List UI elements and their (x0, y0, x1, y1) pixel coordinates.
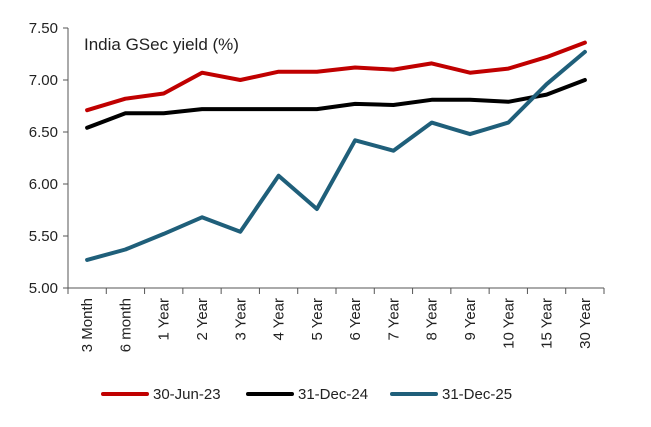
y-tick-label: 6.00 (29, 176, 58, 193)
x-tick-label: 2 Year (194, 298, 211, 341)
legend-label-3: 31-Dec-25 (442, 386, 512, 403)
legend-label-2: 31-Dec-24 (298, 386, 368, 403)
series-line-1 (85, 40, 587, 113)
x-tick-label: 30 Year (577, 298, 594, 349)
x-tick-label: 15 Year (539, 298, 556, 349)
x-tick-label: 6 Year (347, 298, 364, 341)
y-tick-label: 5.50 (29, 228, 58, 245)
y-axis-ticks: 5.00 5.50 6.00 6.50 7.00 7.50 (29, 20, 68, 297)
chart-title: India GSec yield (%) (84, 35, 239, 54)
x-axis-ticks: 3 Month 6 month 1 Year 2 Year 3 Year 4 Year 5 … (67, 288, 605, 352)
x-tick-label: 10 Year (500, 298, 517, 349)
x-tick-label: 1 Year (156, 298, 173, 341)
series-lines (85, 40, 587, 262)
x-tick-label: 4 Year (271, 298, 288, 341)
y-tick-label: 7.50 (29, 20, 58, 37)
y-tick-label: 7.00 (29, 72, 58, 89)
series-line-3 (85, 49, 587, 262)
x-tick-label: 5 Year (309, 298, 326, 341)
legend: 30-Jun-23 31-Dec-24 31-Dec-25 (101, 386, 512, 403)
x-tick-label: 3 Year (232, 298, 249, 341)
x-tick-label: 6 month (117, 298, 134, 352)
x-tick-label: 9 Year (462, 298, 479, 341)
x-tick-label: 8 Year (424, 298, 441, 341)
x-tick-label: 7 Year (385, 298, 402, 341)
x-tick-label: 3 Month (79, 298, 96, 352)
legend-label-1: 30-Jun-23 (153, 386, 221, 403)
y-tick-label: 6.50 (29, 124, 58, 141)
axes (67, 28, 604, 289)
y-tick-label: 5.00 (29, 280, 58, 297)
series-line-2 (85, 78, 587, 130)
